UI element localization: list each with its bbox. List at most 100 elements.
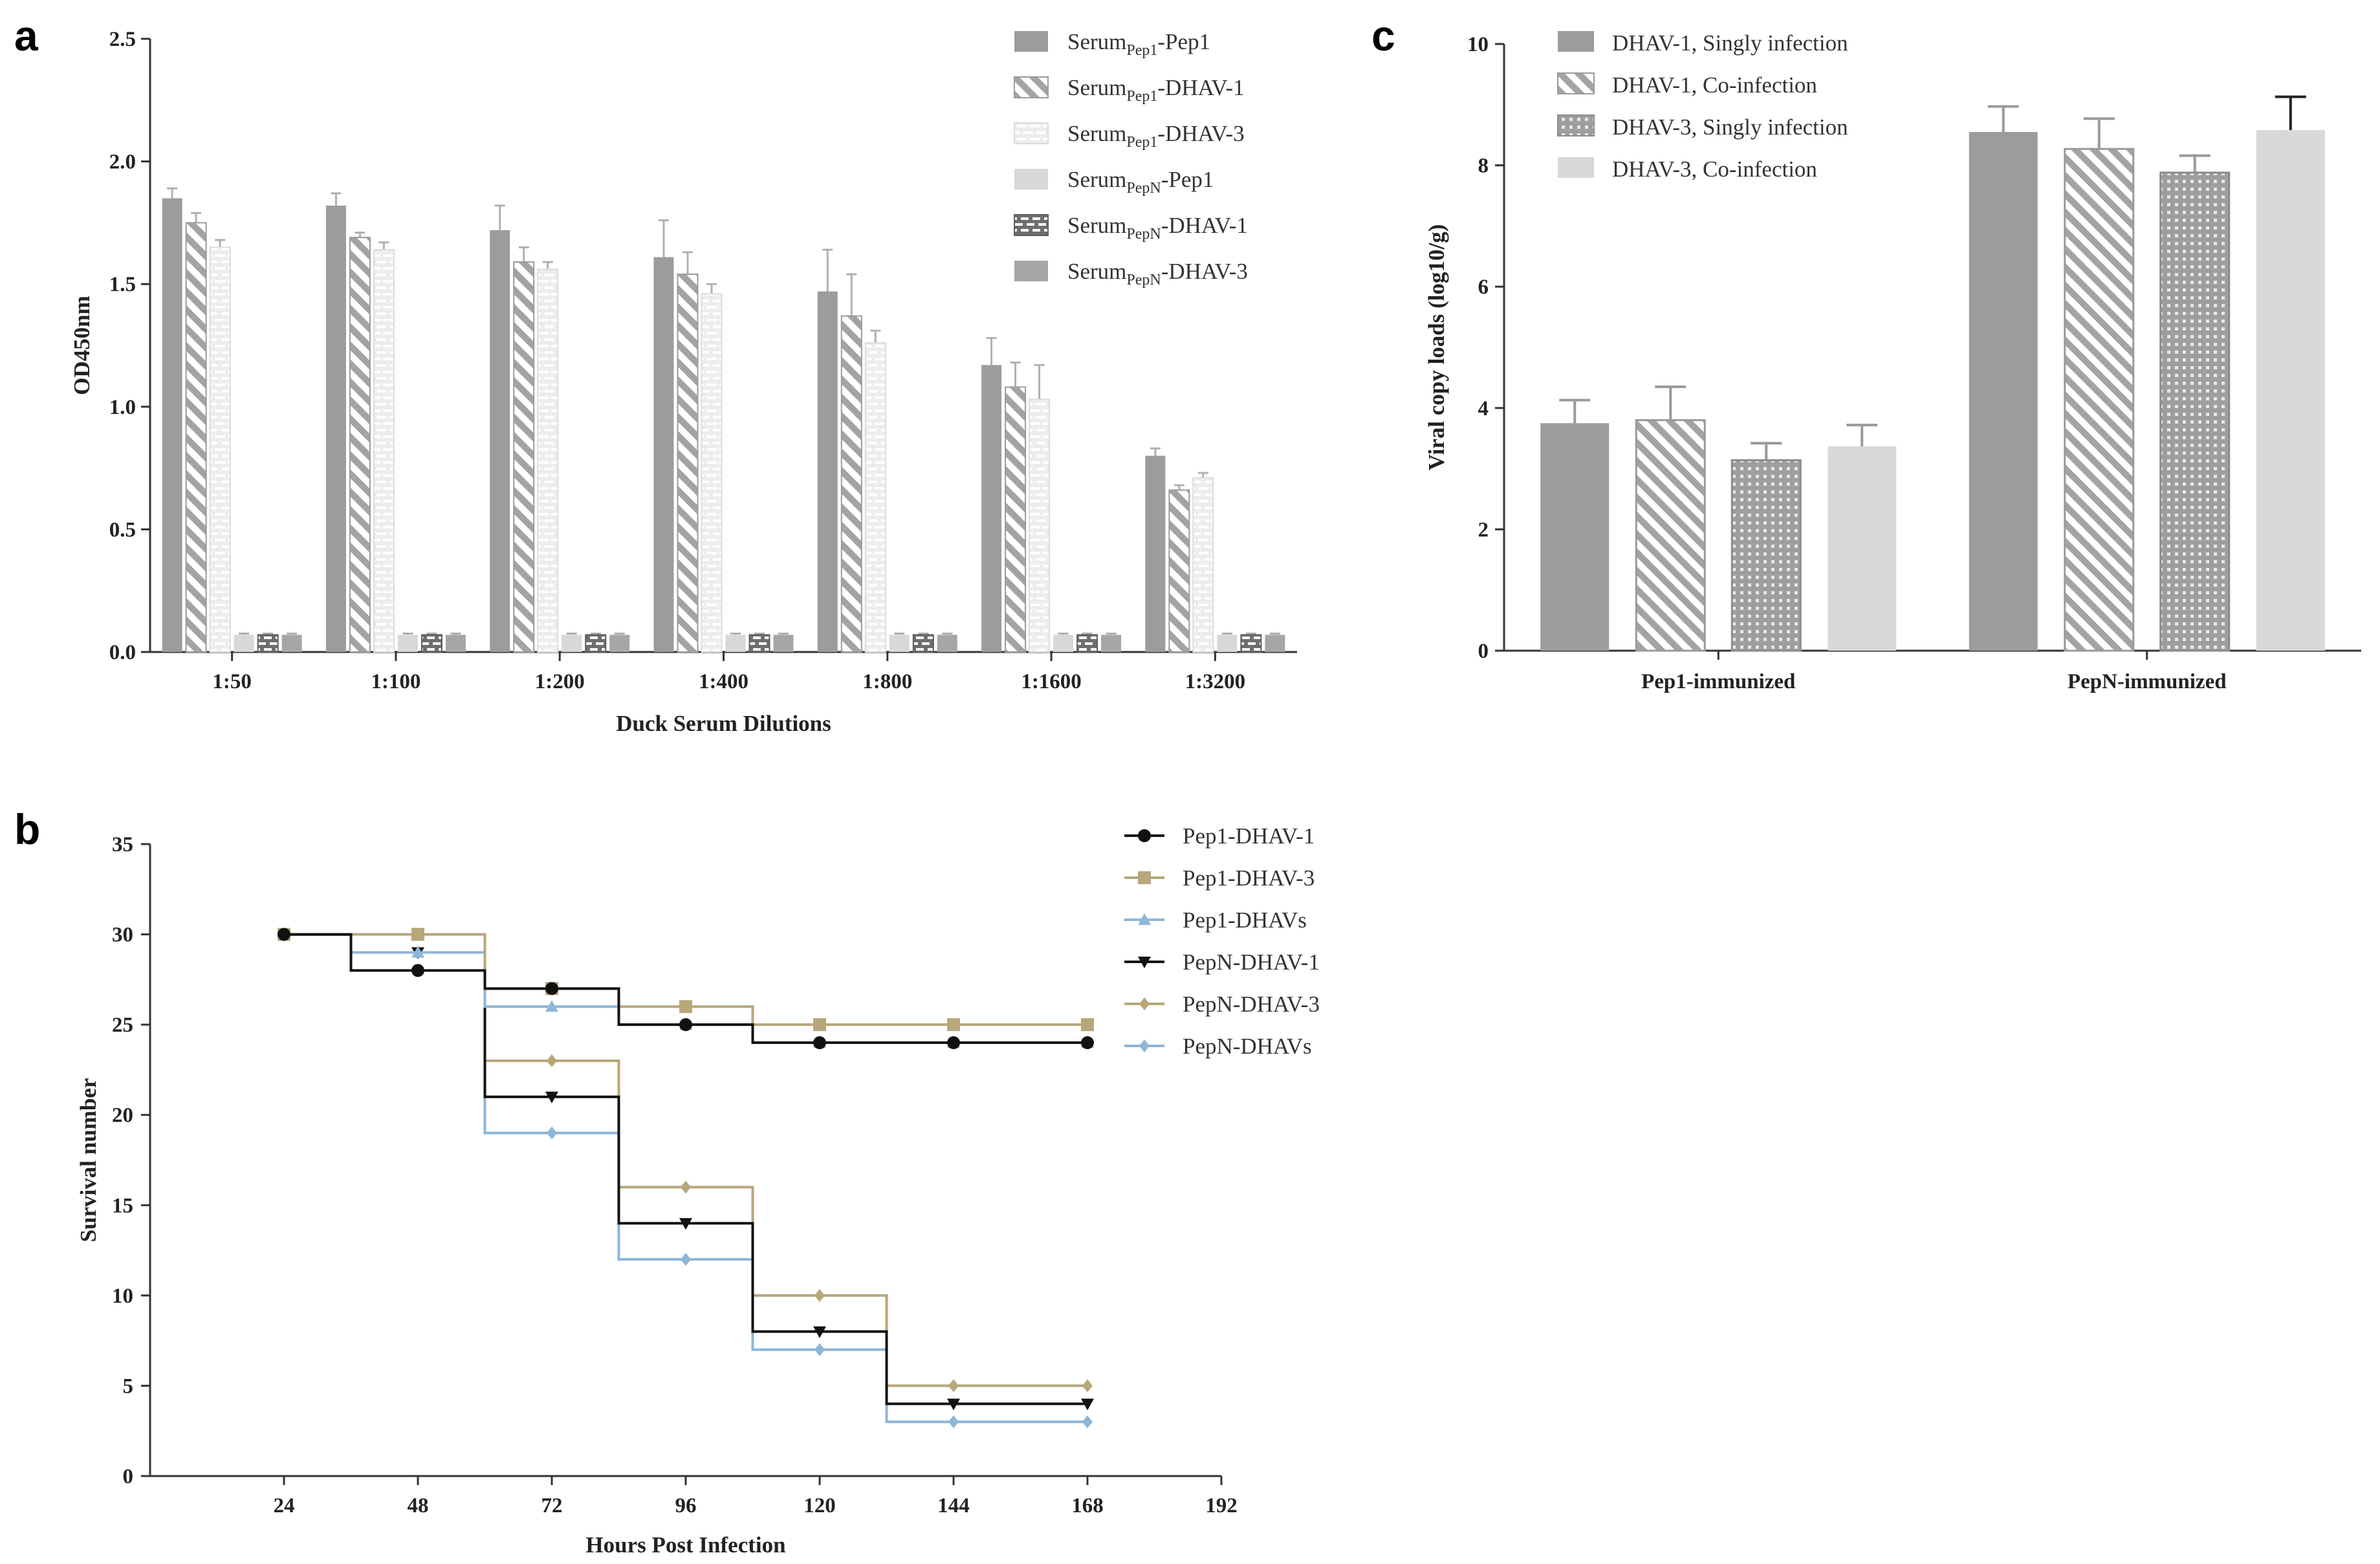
legend-label: DHAV-3, Singly infection [1612, 114, 1848, 140]
bar [1635, 419, 1706, 652]
bar [840, 315, 862, 653]
data-point [1138, 913, 1151, 925]
y-tick-label: 8 [1478, 155, 1489, 178]
bar [1730, 459, 1802, 652]
legend-label: SerumPep1-DHAV-3 [1067, 121, 1245, 151]
x-tick-label: 24 [274, 1494, 295, 1517]
x-tick-label: 144 [937, 1494, 970, 1517]
x-tick-label: PepN-immunized [2068, 670, 2227, 693]
data-point [679, 1218, 692, 1230]
bar [445, 635, 466, 652]
legend-swatch [1557, 72, 1595, 94]
x-tick-label: 96 [675, 1494, 697, 1517]
bar [817, 291, 838, 652]
bar [537, 268, 559, 653]
legend-swatch [1014, 76, 1049, 98]
panel-letter-b: b [14, 805, 40, 853]
y-tick-label: 1.5 [109, 273, 136, 296]
bar [397, 635, 418, 652]
x-tick-label: 1:200 [535, 670, 585, 693]
bar [748, 634, 770, 653]
bar [209, 246, 231, 653]
x-axis-title: Hours Post Infection [585, 1532, 785, 1558]
bar [325, 205, 346, 653]
panel-b-chart: 0 5 10 15 20 25 30 35 24 48 72 96 120 144 168 192 Hours … [76, 823, 1320, 1558]
bar [864, 342, 886, 653]
y-tick-label: 6 [1478, 276, 1489, 299]
legend-label: SerumPep1-DHAV-1 [1067, 75, 1245, 105]
data-point [1082, 1415, 1093, 1429]
data-point [411, 964, 424, 977]
bar [1005, 386, 1027, 653]
legend-swatch [1558, 31, 1594, 52]
data-point [681, 1180, 691, 1194]
bar [701, 293, 723, 653]
bar [1076, 634, 1098, 653]
legend-label: SerumPepN-DHAV-3 [1067, 259, 1248, 288]
legend-label: PepN-DHAVs [1183, 1034, 1312, 1059]
legend-swatch [1014, 169, 1048, 190]
y-tick-label: 2 [1478, 518, 1489, 541]
y-axis-title: Viral copy loads (log10/g) [1424, 224, 1449, 471]
data-point [1082, 1379, 1093, 1393]
data-point [679, 1018, 692, 1032]
bar [1101, 635, 1122, 652]
legend-label: PepN-DHAV-1 [1183, 950, 1320, 975]
bar [1828, 446, 1897, 651]
data-point [947, 1398, 960, 1411]
legend-label: SerumPep1-Pep1 [1067, 29, 1210, 59]
data-point [814, 1288, 825, 1302]
data-point [278, 928, 290, 941]
legend-label: DHAV-1, Co-infection [1612, 72, 1817, 98]
data-point [813, 1018, 826, 1032]
x-tick-label: 1:50 [212, 670, 252, 693]
y-tick-label: 0.0 [109, 641, 136, 664]
y-tick-label: 1.0 [109, 396, 136, 419]
y-tick-label: 10 [112, 1285, 133, 1308]
x-tick-label: 192 [1205, 1494, 1238, 1517]
legend-swatch [1014, 214, 1049, 236]
data-point [1138, 829, 1151, 842]
legend-label: SerumPepN-Pep1 [1067, 167, 1214, 197]
data-point [545, 1091, 558, 1103]
panel-letter-a: a [14, 12, 39, 60]
y-tick-label: 20 [112, 1104, 133, 1127]
data-point [547, 1054, 557, 1067]
y-tick-label: 5 [123, 1374, 134, 1398]
x-tick-label: 120 [803, 1494, 836, 1517]
bar [1145, 455, 1166, 652]
bar [677, 274, 699, 653]
data-point [547, 1126, 557, 1140]
data-point [947, 1018, 960, 1032]
bar [1240, 634, 1262, 653]
data-point [947, 1036, 960, 1050]
bar [1217, 635, 1238, 652]
legend-label: DHAV-3, Co-infection [1612, 157, 1817, 182]
bar [1969, 132, 2038, 651]
bar [2256, 130, 2325, 651]
legend-swatch [1014, 261, 1048, 281]
bar [1053, 635, 1074, 652]
legend-label: DHAV-1, Singly infection [1612, 30, 1848, 56]
data-point [1139, 1039, 1150, 1052]
x-tick-label: 1:400 [699, 670, 748, 693]
bar [2064, 147, 2135, 652]
data-point [813, 1036, 826, 1050]
y-tick-label: 35 [112, 833, 133, 856]
data-point [1138, 957, 1151, 968]
data-point [1138, 871, 1151, 884]
y-tick-label: 25 [112, 1014, 133, 1037]
data-point [813, 1326, 826, 1338]
y-tick-label: 2.5 [109, 28, 136, 51]
legend-swatch [1558, 157, 1594, 178]
y-axis-title: Survival number [76, 1078, 101, 1243]
bar [257, 634, 279, 653]
data-point [411, 946, 424, 958]
y-tick-label: 4 [1478, 397, 1489, 420]
legend-swatch [1557, 114, 1595, 136]
data-point [814, 1343, 825, 1356]
bar [981, 365, 1002, 652]
bar [162, 198, 182, 653]
bar [1540, 423, 1610, 651]
data-point [948, 1379, 959, 1393]
